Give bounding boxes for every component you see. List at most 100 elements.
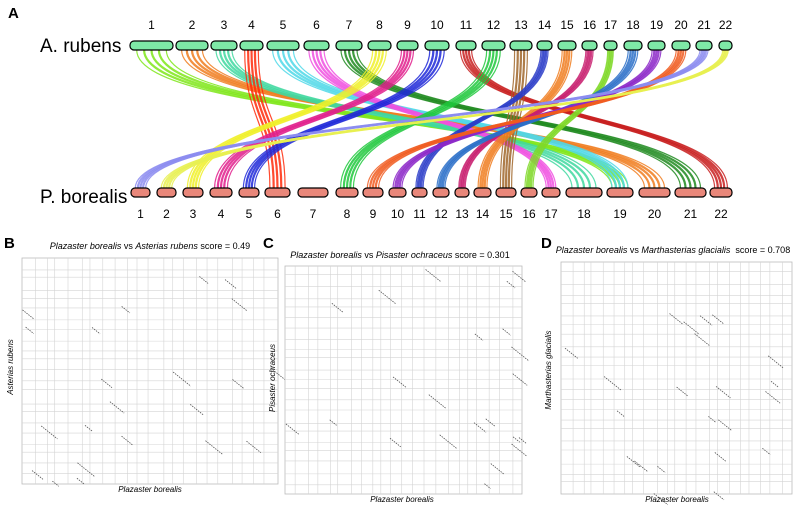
dotplot-segment — [329, 419, 337, 426]
dotplot-c-grid — [284, 265, 530, 495]
top-chromosome — [581, 40, 598, 51]
dotplot-segment — [506, 280, 516, 289]
dotplot-segment — [765, 391, 781, 404]
dotplot-segment — [699, 315, 713, 326]
top-chromosome — [210, 40, 238, 51]
dotplot-panel-d: D Plazaster borealis vs Marthasterias gl… — [541, 235, 793, 506]
dotplot-segment — [502, 328, 511, 336]
top-chromosome — [647, 40, 666, 51]
top-chromosome — [557, 40, 577, 51]
title-b-species1: Plazaster borealis — [50, 241, 122, 251]
panel-d-letter: D — [541, 235, 552, 252]
dotplot-segment — [484, 483, 491, 489]
bottom-chromosome-label: 6 — [274, 207, 281, 221]
dotplot-segment — [626, 456, 641, 468]
dotplot-segment — [715, 386, 731, 399]
dotplot-segment — [109, 401, 125, 414]
dotplot-segment — [439, 434, 458, 450]
dotplot-b-ylabel: Asterias rubens — [6, 339, 15, 396]
dotplot-segment — [378, 289, 397, 305]
dotplot-d-grid — [560, 261, 793, 506]
top-chromosome-label: 4 — [248, 18, 255, 32]
dotplot-b-xlabel: Plazaster borealis — [118, 485, 182, 494]
top-chromosome — [718, 40, 733, 51]
dotplot-segment — [474, 333, 484, 341]
bottom-chromosome — [565, 187, 603, 198]
top-chromosome — [481, 40, 506, 51]
bottom-chromosome-label: 2 — [163, 207, 170, 221]
synteny-link — [415, 49, 549, 189]
bottom-species-label: P. borealis — [40, 187, 127, 208]
top-chromosome — [175, 40, 209, 51]
dotplot-segment — [770, 380, 779, 388]
bottom-chromosome-label: 14 — [476, 207, 490, 221]
top-chromosome-label: 16 — [583, 18, 597, 32]
bottom-chromosome-label: 20 — [648, 207, 662, 221]
synteny-link — [134, 49, 709, 189]
dotplot-segment — [767, 355, 784, 369]
top-chromosome-label: 22 — [719, 18, 733, 32]
dotplot-segment — [199, 276, 209, 284]
dotplot-segment — [616, 410, 625, 417]
bottom-chromosome — [182, 187, 204, 198]
top-chromosome — [671, 40, 691, 51]
top-chromosome-label: 18 — [626, 18, 640, 32]
top-chromosome — [536, 40, 553, 51]
dotplot-c-title: Plazaster borealis vs Pisaster ochraceus… — [290, 250, 509, 260]
dotplot-segment — [77, 462, 96, 478]
bottom-chromosome-label: 21 — [684, 207, 698, 221]
panel-c-letter: C — [263, 235, 274, 252]
dotplot-segment — [84, 425, 93, 432]
bottom-chromosome — [297, 187, 329, 198]
bottom-chromosome-label: 9 — [370, 207, 377, 221]
top-chromosome-label: 10 — [430, 18, 444, 32]
top-chromosomes: 1 2 3 4 5 6 7 8 9 10 11 12 13 14 15 16 17 18 19 20 21 22 — [129, 18, 733, 51]
dotplot-segment — [512, 270, 526, 283]
dotplot-segment — [518, 437, 527, 444]
bottom-chromosomes: 1 2 3 4 5 6 7 8 9 10 11 12 13 14 15 16 17 18 19 20 21 22 — [130, 187, 733, 221]
bottom-chromosome — [709, 187, 733, 198]
panel-b-letter: B — [4, 235, 15, 252]
synteny-link — [242, 49, 445, 189]
panel-a-letter: A — [8, 5, 19, 22]
top-chromosome — [455, 40, 477, 51]
bottom-chromosome — [432, 187, 450, 198]
bottom-chromosome — [335, 187, 359, 198]
top-chromosome — [424, 40, 450, 51]
synteny-link — [244, 49, 286, 189]
bottom-chromosome — [130, 187, 151, 198]
dotplot-segment — [634, 460, 649, 473]
bottom-chromosome-label: 15 — [499, 207, 513, 221]
top-chromosome-label: 14 — [538, 18, 552, 32]
bottom-chromosome — [520, 187, 538, 198]
bottom-chromosome — [606, 187, 634, 198]
top-chromosome-label: 2 — [189, 18, 196, 32]
dotplot-segment — [392, 376, 407, 389]
bottom-chromosome — [411, 187, 428, 198]
dotplot-segment — [512, 436, 521, 443]
top-chromosome-label: 12 — [487, 18, 501, 32]
dotplot-panel-b: B Plazaster borealis vs Asterias rubens … — [4, 235, 287, 494]
title-c-species2: Pisaster ochraceus — [376, 250, 453, 260]
dotplot-c-ylabel: Pisaster ochraceus — [268, 344, 277, 412]
dotplot-d-title: Plazaster borealis vs Marthasterias glac… — [556, 245, 790, 255]
top-chromosome — [335, 40, 363, 51]
top-chromosome — [623, 40, 643, 51]
dotplot-segment — [564, 347, 578, 359]
synteny-link — [524, 49, 614, 189]
top-chromosome-label: 15 — [560, 18, 574, 32]
bottom-chromosome-label: 13 — [455, 207, 469, 221]
bottom-chromosome-label: 17 — [544, 207, 558, 221]
dotplot-panel-c: C Plazaster borealis vs Pisaster ochrace… — [263, 235, 530, 504]
bottom-chromosome — [264, 187, 291, 198]
synteny-link — [160, 49, 729, 189]
dotplot-segment — [285, 423, 299, 435]
dotplot-segment — [713, 491, 725, 501]
top-chromosome-label: 9 — [404, 18, 411, 32]
top-chromosome — [129, 40, 174, 51]
top-chromosome — [303, 40, 330, 51]
dotplot-segment — [246, 440, 262, 453]
synteny-link — [459, 49, 728, 189]
bottom-chromosome-label: 8 — [344, 207, 351, 221]
